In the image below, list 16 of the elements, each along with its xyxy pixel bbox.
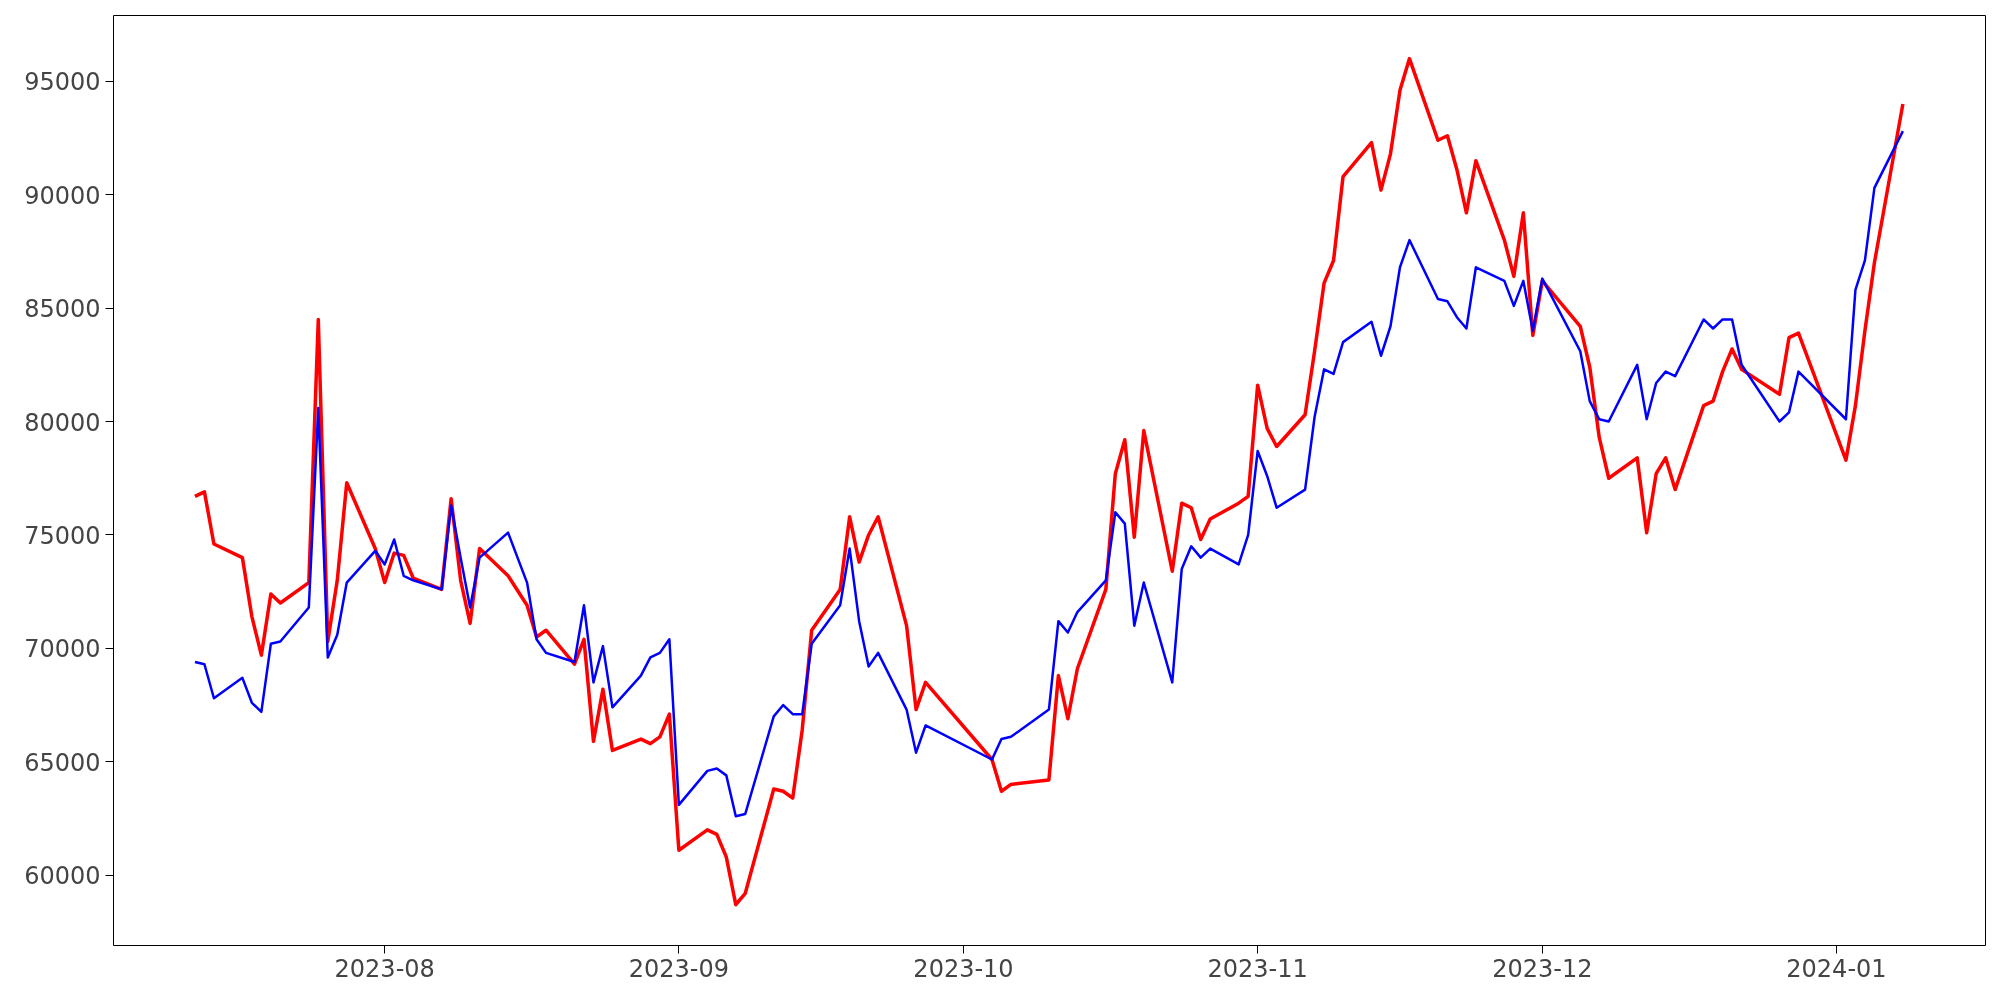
y-tick-label: 90000: [24, 181, 101, 210]
y-tick-label: 95000: [24, 68, 101, 97]
x-tick-label: 2023-10: [913, 954, 1014, 983]
y-tick-label: 80000: [24, 408, 101, 437]
y-tick-label: 60000: [24, 862, 101, 891]
x-tick-label: 2023-12: [1492, 954, 1593, 983]
x-tick-label: 2023-09: [628, 954, 729, 983]
line-series: [193, 56, 1905, 907]
y-tick-label: 85000: [24, 295, 101, 324]
y-tick-label: 70000: [24, 635, 101, 664]
x-tick-label: 2023-08: [334, 954, 435, 983]
line-series: [193, 129, 1905, 818]
y-tick-label: 75000: [24, 521, 101, 550]
x-tick-label: 2023-11: [1207, 954, 1308, 983]
y-tick-label: 65000: [24, 748, 101, 777]
x-tick-label: 2024-01: [1786, 954, 1887, 983]
